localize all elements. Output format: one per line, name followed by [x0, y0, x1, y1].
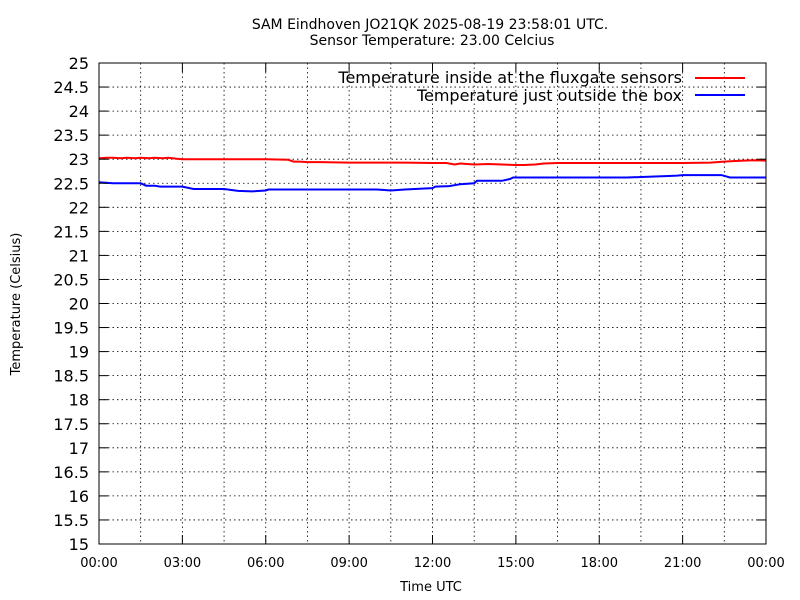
axis-ticks: 25 24.5 24 23.5 23 22.5 22 21.5 21 20.5 20 19.5 19 18…: [53, 54, 784, 571]
y-tick-label: 19.5: [53, 319, 89, 338]
x-tick-label: 18:00: [581, 556, 618, 571]
x-tick-label: 00:00: [747, 556, 784, 571]
y-tick-label: 21.5: [53, 222, 89, 241]
y-tick-label: 18: [69, 391, 89, 410]
y-tick-label: 24.5: [53, 78, 89, 97]
legend-label-inside: Temperature inside at the fluxgate senso…: [337, 68, 682, 87]
y-tick-label: 21: [69, 246, 89, 265]
y-tick-label: 22: [69, 198, 89, 217]
y-tick-label: 25: [69, 54, 89, 73]
y-tick-label: 15.5: [53, 511, 89, 530]
x-tick-label: 06:00: [247, 556, 284, 571]
y-tick-label: 23.5: [53, 126, 89, 145]
y-tick-label: 15: [69, 535, 89, 554]
chart-title: SAM Eindhoven JO21QK 2025-08-19 23:58:01…: [252, 17, 608, 33]
y-axis-label: Temperature (Celsius): [9, 233, 24, 377]
series-lines: [98, 156, 767, 193]
legend: Temperature inside at the fluxgate senso…: [337, 68, 745, 105]
series-line-inside: [98, 156, 767, 166]
y-tick-label: 16: [69, 487, 89, 506]
x-tick-label: 15:00: [497, 556, 534, 571]
y-tick-label: 20.5: [53, 270, 89, 289]
y-tick-label: 22.5: [53, 174, 89, 193]
y-tick-label: 18.5: [53, 367, 89, 386]
grid: [99, 63, 766, 544]
y-tick-label: 19: [69, 343, 89, 362]
y-tick-label: 17: [69, 439, 89, 458]
y-tick-label: 16.5: [53, 463, 89, 482]
x-tick-label: 21:00: [664, 556, 701, 571]
y-tick-label: 24: [69, 102, 89, 121]
y-tick-label: 20: [69, 295, 89, 314]
chart-subtitle: Sensor Temperature: 23.00 Celcius: [310, 33, 555, 49]
y-tick-label: 23: [69, 150, 89, 169]
x-tick-label: 09:00: [330, 556, 367, 571]
x-tick-label: 12:00: [414, 556, 451, 571]
x-tick-label: 03:00: [164, 556, 201, 571]
x-axis-label: Time UTC: [399, 580, 462, 595]
series-line-outside: [98, 174, 766, 193]
y-tick-label: 17.5: [53, 415, 89, 434]
legend-label-outside: Temperature just outside the box: [416, 86, 682, 105]
x-tick-label: 00:00: [80, 556, 117, 571]
